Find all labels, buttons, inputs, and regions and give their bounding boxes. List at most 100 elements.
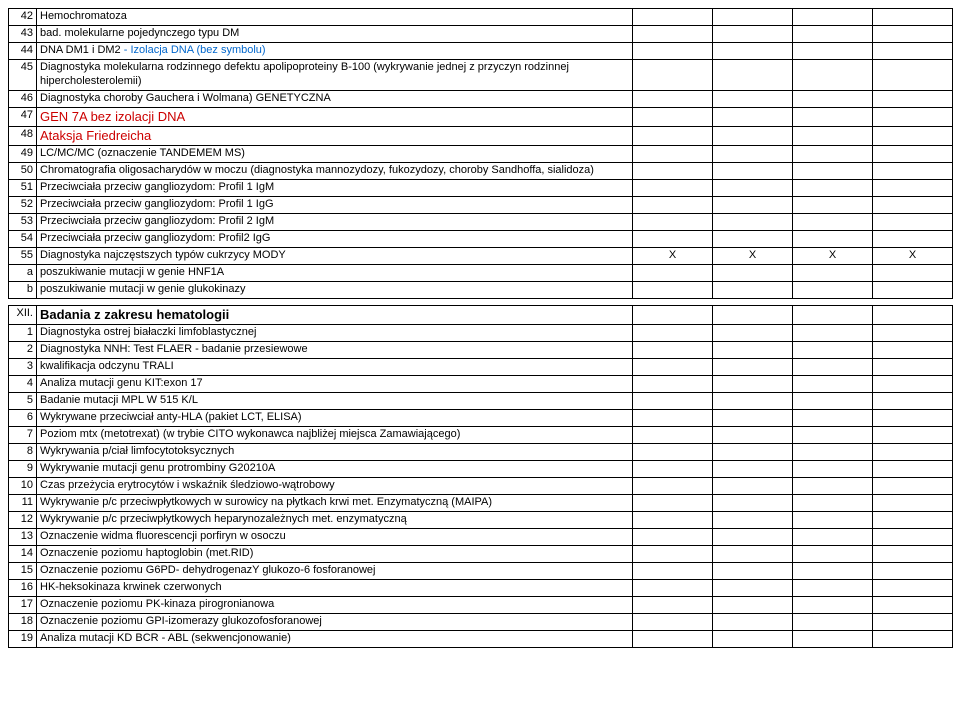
row-number: 53 (9, 214, 37, 231)
row-cell (713, 306, 793, 325)
row-cell (713, 614, 793, 631)
row-number: 48 (9, 126, 37, 145)
table-row: 13Oznaczenie widma fluorescencji porfiry… (9, 529, 953, 546)
row-number: 13 (9, 529, 37, 546)
row-cell (713, 393, 793, 410)
row-cell (873, 107, 953, 126)
row-number: 10 (9, 478, 37, 495)
row-cell (633, 444, 713, 461)
row-cell (793, 580, 873, 597)
row-number: 14 (9, 546, 37, 563)
row-cell (873, 9, 953, 26)
row-cell (713, 180, 793, 197)
row-cell (633, 631, 713, 648)
row-desc: Ataksja Friedreicha (37, 126, 633, 145)
row-desc: Oznaczenie poziomu PK-kinaza pirogronian… (37, 597, 633, 614)
row-desc: Diagnostyka NNH: Test FLAER - badanie pr… (37, 342, 633, 359)
table-row: 50Chromatografia oligosacharydów w moczu… (9, 163, 953, 180)
row-cell (793, 163, 873, 180)
table-row: 54Przeciwciała przeciw gangliozydom: Pro… (9, 231, 953, 248)
row-desc: Analiza mutacji KD BCR - ABL (sekwencjon… (37, 631, 633, 648)
row-cell (633, 410, 713, 427)
row-cell (713, 325, 793, 342)
row-cell (793, 597, 873, 614)
row-desc: Diagnostyka najczęstszych typów cukrzycy… (37, 248, 633, 265)
table-row: 47GEN 7A bez izolacji DNA (9, 107, 953, 126)
row-desc: Przeciwciała przeciw gangliozydom: Profi… (37, 197, 633, 214)
row-cell (713, 163, 793, 180)
row-cell (873, 478, 953, 495)
row-cell (633, 342, 713, 359)
row-number: 8 (9, 444, 37, 461)
row-cell (713, 107, 793, 126)
row-number: XII. (9, 306, 37, 325)
table-row: 51Przeciwciała przeciw gangliozydom: Pro… (9, 180, 953, 197)
row-desc: poszukiwanie mutacji w genie glukokinazy (37, 282, 633, 299)
row-cell (793, 512, 873, 529)
table-row: 53Przeciwciała przeciw gangliozydom: Pro… (9, 214, 953, 231)
table-row: 16HK-heksokinaza krwinek czerwonych (9, 580, 953, 597)
row-cell (713, 26, 793, 43)
row-desc: Badania z zakresu hematologii (37, 306, 633, 325)
row-cell (873, 427, 953, 444)
table-row: 3kwalifikacja odczynu TRALI (9, 359, 953, 376)
table-row: 44DNA DM1 i DM2 - Izolacja DNA (bez symb… (9, 43, 953, 60)
row-cell (713, 580, 793, 597)
row-cell (793, 197, 873, 214)
row-cell (713, 410, 793, 427)
row-cell (633, 26, 713, 43)
row-cell: X (873, 248, 953, 265)
row-number: 55 (9, 248, 37, 265)
table-row: 9Wykrywanie mutacji genu protrombiny G20… (9, 461, 953, 478)
row-cell (633, 359, 713, 376)
table-row: 48Ataksja Friedreicha (9, 126, 953, 145)
row-cell (793, 282, 873, 299)
row-number: 47 (9, 107, 37, 126)
row-cell (793, 214, 873, 231)
row-cell (633, 9, 713, 26)
table-row: 8Wykrywania p/ciał limfocytotoksycznych (9, 444, 953, 461)
row-cell (713, 146, 793, 163)
table-row: 18Oznaczenie poziomu GPI-izomerazy gluko… (9, 614, 953, 631)
row-cell (873, 126, 953, 145)
row-number: 16 (9, 580, 37, 597)
row-cell (793, 444, 873, 461)
row-number: 9 (9, 461, 37, 478)
row-number: a (9, 265, 37, 282)
row-cell (713, 214, 793, 231)
table-row: 17Oznaczenie poziomu PK-kinaza pirogroni… (9, 597, 953, 614)
table-row: XII.Badania z zakresu hematologii (9, 306, 953, 325)
row-cell (633, 529, 713, 546)
row-desc: Czas przeżycia erytrocytów i wskaźnik śl… (37, 478, 633, 495)
row-number: 5 (9, 393, 37, 410)
row-desc: Oznaczenie widma fluorescencji porfiryn … (37, 529, 633, 546)
row-cell (633, 231, 713, 248)
table-row: 43bad. molekularne pojedynczego typu DM (9, 26, 953, 43)
row-desc: Oznaczenie poziomu G6PD- dehydrogenazY g… (37, 563, 633, 580)
row-cell (793, 546, 873, 563)
row-cell (713, 597, 793, 614)
row-cell (713, 90, 793, 107)
table-row: bposzukiwanie mutacji w genie glukokinaz… (9, 282, 953, 299)
row-desc: poszukiwanie mutacji w genie HNF1A (37, 265, 633, 282)
row-desc: Oznaczenie poziomu haptoglobin (met.RID) (37, 546, 633, 563)
row-cell (633, 90, 713, 107)
row-cell: X (713, 248, 793, 265)
row-cell (633, 197, 713, 214)
row-cell (633, 597, 713, 614)
row-number: 51 (9, 180, 37, 197)
row-cell (713, 529, 793, 546)
table-row: 7Poziom mtx (metotrexat) (w trybie CITO … (9, 427, 953, 444)
row-cell (873, 529, 953, 546)
row-cell (633, 614, 713, 631)
row-desc: GEN 7A bez izolacji DNA (37, 107, 633, 126)
row-number: 2 (9, 342, 37, 359)
row-cell (713, 512, 793, 529)
row-desc: Przeciwciała przeciw gangliozydom: Profi… (37, 214, 633, 231)
row-desc: bad. molekularne pojedynczego typu DM (37, 26, 633, 43)
row-cell (793, 325, 873, 342)
row-cell (713, 9, 793, 26)
row-cell (793, 563, 873, 580)
row-cell (873, 563, 953, 580)
row-cell (793, 461, 873, 478)
